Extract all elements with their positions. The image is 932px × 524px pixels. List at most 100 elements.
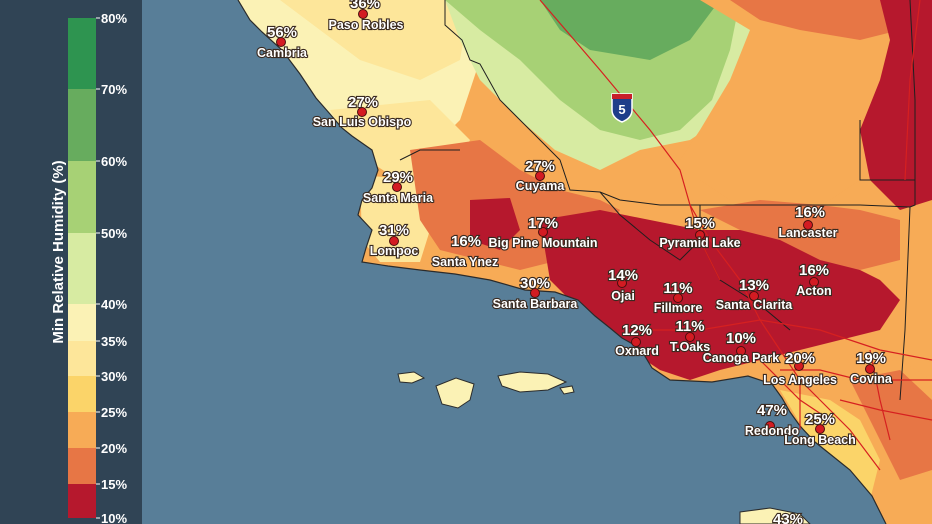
- station-name: Santa Maria: [363, 191, 434, 205]
- legend-swatch: [68, 448, 96, 484]
- station-value: 31%: [379, 222, 409, 239]
- station-value: 10%: [726, 330, 756, 347]
- station-name: Santa Clarita: [716, 298, 793, 312]
- station-name: Canoga Park: [703, 351, 779, 365]
- station-value: 12%: [622, 322, 652, 339]
- coastline: [237, 0, 887, 524]
- station-value: 16%: [795, 204, 825, 221]
- station-ojai: 14% Ojai: [607, 266, 639, 304]
- legend-tick-label: 10%: [101, 511, 127, 524]
- station-name: Covina: [850, 372, 893, 386]
- legend-swatch: [68, 412, 96, 448]
- station-value: 13%: [739, 277, 769, 294]
- station-dot: [794, 361, 804, 371]
- interstate-5-shield: 5: [611, 93, 633, 123]
- station-value: 17%: [528, 215, 558, 232]
- station-value: 16%: [799, 262, 829, 279]
- station-dot: [765, 421, 775, 431]
- station-name: Redondo: [745, 424, 800, 438]
- station-name: Ojai: [611, 289, 635, 303]
- station-catalina: 43%: [772, 510, 804, 524]
- legend-tick-label: 70%: [101, 82, 127, 97]
- station-value: 20%: [785, 350, 815, 367]
- legend-swatch: [68, 18, 96, 89]
- station-los-angeles: 20% Los Angeles: [762, 349, 838, 388]
- station-name: Lompoc: [370, 244, 419, 258]
- station-name: Fillmore: [654, 301, 703, 315]
- station-name: Santa Barbara: [493, 297, 579, 311]
- legend-swatch: [68, 484, 96, 518]
- station-dot: [803, 220, 813, 230]
- legend-tick-label: 30%: [101, 369, 127, 384]
- station-value: 27%: [525, 158, 555, 175]
- station-value: 16%: [451, 233, 481, 250]
- station-dot: [685, 332, 695, 342]
- legend-swatch: [68, 341, 96, 376]
- station-pyramid-lake: 15% Pyramid Lake: [658, 214, 742, 251]
- station-cambria: 56% Cambria: [256, 23, 309, 61]
- station-name: Acton: [796, 284, 831, 298]
- station-name: T.Oaks: [670, 340, 710, 354]
- station-santa-clarita: 13% Santa Clarita: [715, 276, 795, 313]
- station-value: 11%: [663, 280, 692, 297]
- station-dot: [865, 364, 875, 374]
- legend-tick-label: 60%: [101, 154, 127, 169]
- station-value: 43%: [773, 511, 803, 524]
- station-paso-robles: 36% Paso Robles: [327, 0, 404, 33]
- station-markers: 36% Paso Robles 56% Cambria 27% San Luis Obis…: [256, 0, 894, 524]
- station-dot: [276, 37, 286, 47]
- station-name: Pyramid Lake: [659, 236, 740, 250]
- station-name: Paso Robles: [328, 18, 403, 32]
- legend: 80% 70% 60% 50% 40% 35% 30% 25% 20% 15% 10% Min Re…: [0, 0, 142, 524]
- legend-tick-label: 25%: [101, 405, 127, 420]
- legend-tick-label: 35%: [101, 334, 127, 349]
- station-value: 25%: [805, 411, 835, 428]
- legend-swatch: [68, 304, 96, 341]
- station-santa-ynez: 16% Santa Ynez: [431, 232, 500, 270]
- station-dot: [736, 346, 746, 356]
- legend-tick-label: 80%: [101, 11, 127, 26]
- station-dot: [815, 424, 825, 434]
- station-value: 47%: [757, 402, 787, 419]
- station-lancaster: 16% Lancaster: [777, 203, 838, 241]
- station-dot: [357, 107, 367, 117]
- station-value: 29%: [383, 169, 413, 186]
- station-value: 30%: [520, 275, 550, 292]
- station-t-oaks: 11% T.Oaks: [669, 317, 712, 355]
- legend-swatch: [68, 233, 96, 304]
- highways: [539, 0, 932, 471]
- legend-tick-label: 50%: [101, 226, 127, 241]
- station-name: San Luis Obispo: [313, 115, 412, 129]
- station-redondo: 47% Redondo: [744, 401, 801, 439]
- station-dot: [358, 9, 368, 19]
- station-fillmore: 11% Fillmore: [653, 279, 704, 316]
- station-dot: [538, 227, 548, 237]
- station-dot: [530, 288, 540, 298]
- station-name: Oxnard: [615, 344, 659, 358]
- station-dot: [809, 277, 819, 287]
- station-dot: [695, 230, 705, 240]
- station-dot: [617, 278, 627, 288]
- station-name: Cambria: [257, 46, 308, 60]
- station-value: 11%: [675, 318, 704, 335]
- station-san-luis-obispo: 27% San Luis Obispo: [312, 93, 413, 130]
- legend-swatch: [68, 161, 96, 233]
- legend-swatch: [68, 376, 96, 412]
- station-dot: [631, 337, 641, 347]
- station-lompoc: 31% Lompoc: [369, 221, 420, 259]
- station-canoga-park: 10% Canoga Park: [702, 329, 781, 366]
- station-covina: 19% Covina: [849, 349, 894, 387]
- legend-ticks: 80% 70% 60% 50% 40% 35% 30% 25% 20% 15% 10%: [96, 11, 127, 524]
- station-santa-barbara: 30% Santa Barbara: [492, 274, 580, 312]
- channel-islands: [397, 371, 811, 524]
- station-value: 14%: [608, 267, 638, 284]
- legend-tick-label: 15%: [101, 477, 127, 492]
- interstate-5-label: 5: [618, 102, 625, 117]
- station-dot: [749, 291, 759, 301]
- station-oxnard: 12% Oxnard: [614, 321, 660, 359]
- station-name: Cuyama: [516, 179, 566, 193]
- station-value: 36%: [350, 0, 380, 12]
- station-name: Big Pine Mountain: [488, 236, 597, 250]
- station-value: 15%: [685, 215, 715, 232]
